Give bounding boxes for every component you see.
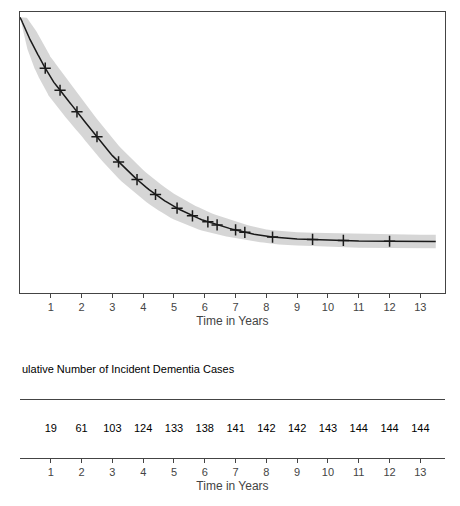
svg-text:12: 12 [383, 466, 395, 478]
svg-text:4: 4 [140, 301, 146, 313]
svg-text:143: 143 [319, 422, 337, 434]
svg-text:7: 7 [233, 301, 239, 313]
svg-text:144: 144 [411, 422, 429, 434]
svg-text:11: 11 [353, 301, 364, 313]
svg-text:124: 124 [134, 422, 152, 434]
svg-text:5: 5 [171, 301, 177, 313]
svg-text:7: 7 [233, 466, 239, 478]
svg-text:61: 61 [75, 422, 87, 434]
svg-text:3: 3 [109, 466, 115, 478]
svg-text:Time in Years: Time in Years [196, 314, 268, 328]
svg-text:ulative Number of Incident Dem: ulative Number of Incident Dementia Case… [22, 363, 235, 375]
svg-text:142: 142 [288, 422, 306, 434]
svg-text:1: 1 [48, 301, 54, 313]
svg-text:144: 144 [350, 422, 368, 434]
svg-text:8: 8 [263, 466, 269, 478]
svg-text:13: 13 [414, 466, 426, 478]
svg-text:2: 2 [79, 301, 85, 313]
svg-text:13: 13 [414, 301, 426, 313]
svg-text:138: 138 [196, 422, 214, 434]
svg-text:9: 9 [294, 301, 300, 313]
svg-text:10: 10 [322, 301, 334, 313]
svg-text:5: 5 [171, 466, 177, 478]
svg-text:4: 4 [140, 466, 146, 478]
svg-text:19: 19 [45, 422, 57, 434]
svg-text:133: 133 [165, 422, 183, 434]
svg-text:2: 2 [79, 466, 85, 478]
svg-text:103: 103 [103, 422, 121, 434]
svg-text:Time in Years: Time in Years [196, 479, 268, 493]
svg-text:6: 6 [202, 466, 208, 478]
svg-text:11: 11 [353, 466, 364, 478]
svg-text:142: 142 [257, 422, 275, 434]
svg-text:9: 9 [294, 466, 300, 478]
svg-text:141: 141 [226, 422, 244, 434]
svg-text:12: 12 [383, 301, 395, 313]
svg-text:10: 10 [322, 466, 334, 478]
svg-text:8: 8 [263, 301, 269, 313]
svg-text:6: 6 [202, 301, 208, 313]
svg-text:1: 1 [48, 466, 54, 478]
svg-text:3: 3 [109, 301, 115, 313]
svg-text:144: 144 [380, 422, 398, 434]
